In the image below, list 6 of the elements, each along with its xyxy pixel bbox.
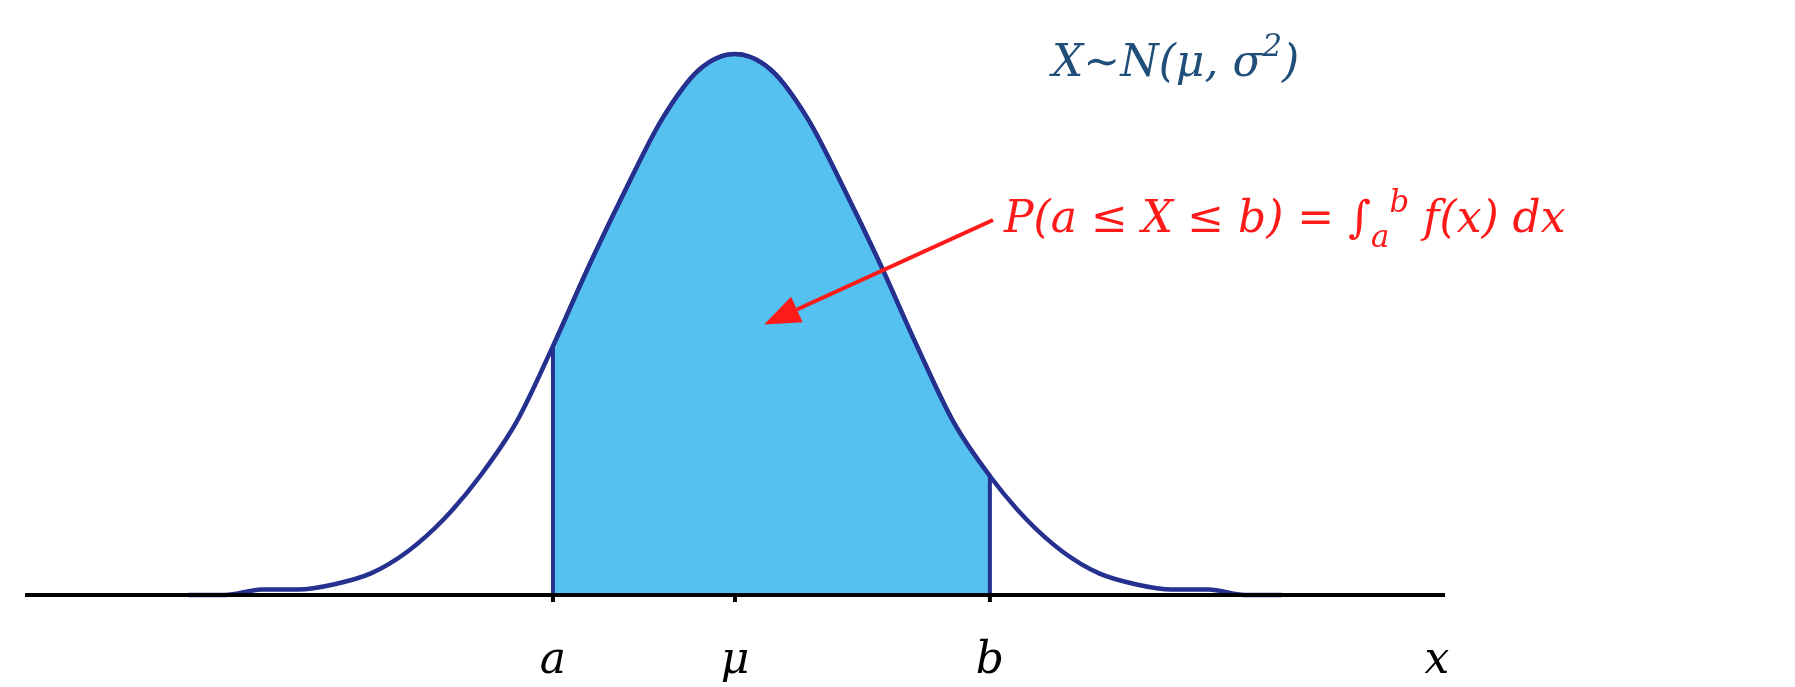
x-axis-title: x xyxy=(1424,632,1450,683)
x-tick-label: μ xyxy=(720,632,750,683)
x-tick-label: b xyxy=(975,632,1004,683)
annotation: X∼N(μ, σ$^{2}$) xyxy=(1049,27,1300,86)
x-tick-label: a xyxy=(539,632,567,683)
annotation: P(a ≤ X ≤ b) = ∫$_{a}$$^{b}$ f(x) dx xyxy=(1003,183,1566,255)
